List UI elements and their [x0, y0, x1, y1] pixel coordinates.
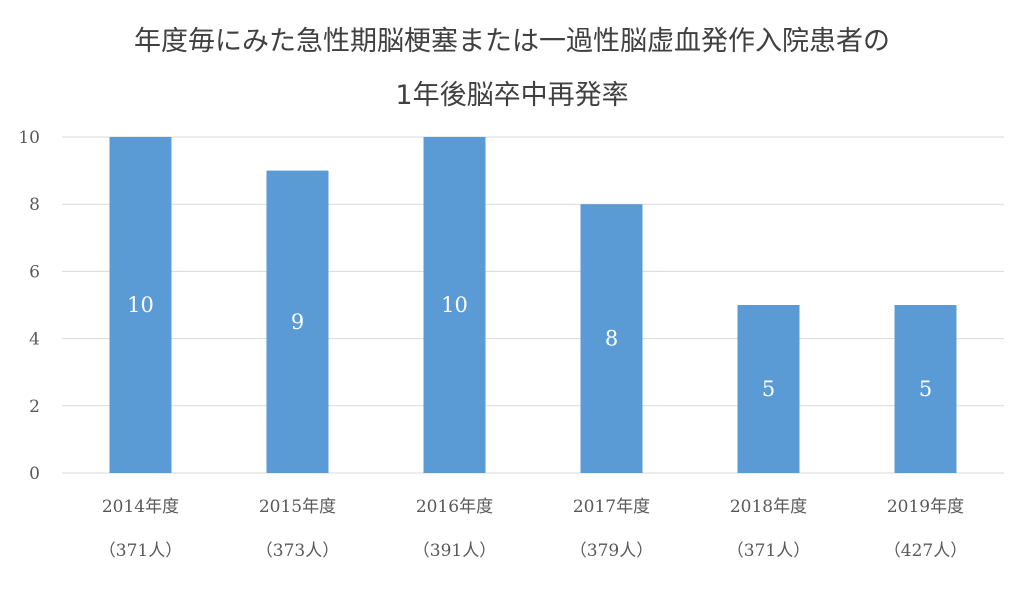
chart-title-line2: 1年後脳卒中再発率	[395, 80, 628, 111]
x-axis: 2014年度 （371人） 2015年度 （373人） 2016年度 （391人） 2017…	[99, 497, 967, 561]
y-tick-label: 2	[29, 397, 40, 417]
gridlines	[62, 136, 1004, 474]
y-tick-label: 4	[29, 330, 40, 350]
x-tick-sublabel: （391人）	[413, 541, 496, 561]
bar	[423, 137, 486, 473]
x-tick-label: 2018年度	[730, 497, 807, 517]
bar	[266, 170, 329, 473]
data-label: 5	[919, 377, 932, 401]
x-tick-sublabel: （371人）	[727, 541, 810, 561]
x-tick-label: 2017年度	[573, 497, 650, 517]
bars: 10 9 10 8 5 5	[109, 137, 957, 473]
x-tick-label: 2016年度	[416, 497, 493, 517]
bar	[580, 204, 643, 473]
x-tick-sublabel: （371人）	[99, 541, 182, 561]
bar	[109, 137, 172, 473]
data-label: 5	[762, 377, 775, 401]
y-tick-label: 10	[18, 128, 40, 148]
data-label: 10	[441, 293, 468, 317]
y-tick-label: 8	[29, 195, 40, 215]
y-tick-label: 0	[29, 464, 40, 484]
y-tick-label: 6	[29, 262, 40, 282]
chart-title-line1: 年度毎にみた急性期脳梗塞または一過性脳虚血発作入院患者の	[134, 26, 890, 57]
data-label: 9	[291, 310, 304, 334]
x-tick-sublabel: （427人）	[884, 541, 967, 561]
x-tick-label: 2014年度	[102, 497, 179, 517]
x-tick-label: 2015年度	[259, 497, 336, 517]
x-tick-label: 2019年度	[887, 497, 964, 517]
bar	[894, 305, 957, 473]
data-label: 8	[605, 327, 618, 351]
x-tick-sublabel: （373人）	[256, 541, 339, 561]
data-label: 10	[127, 293, 154, 317]
y-axis: 0 2 4 6 8 10	[18, 128, 40, 484]
x-tick-sublabel: （379人）	[570, 541, 653, 561]
bar	[737, 305, 800, 473]
